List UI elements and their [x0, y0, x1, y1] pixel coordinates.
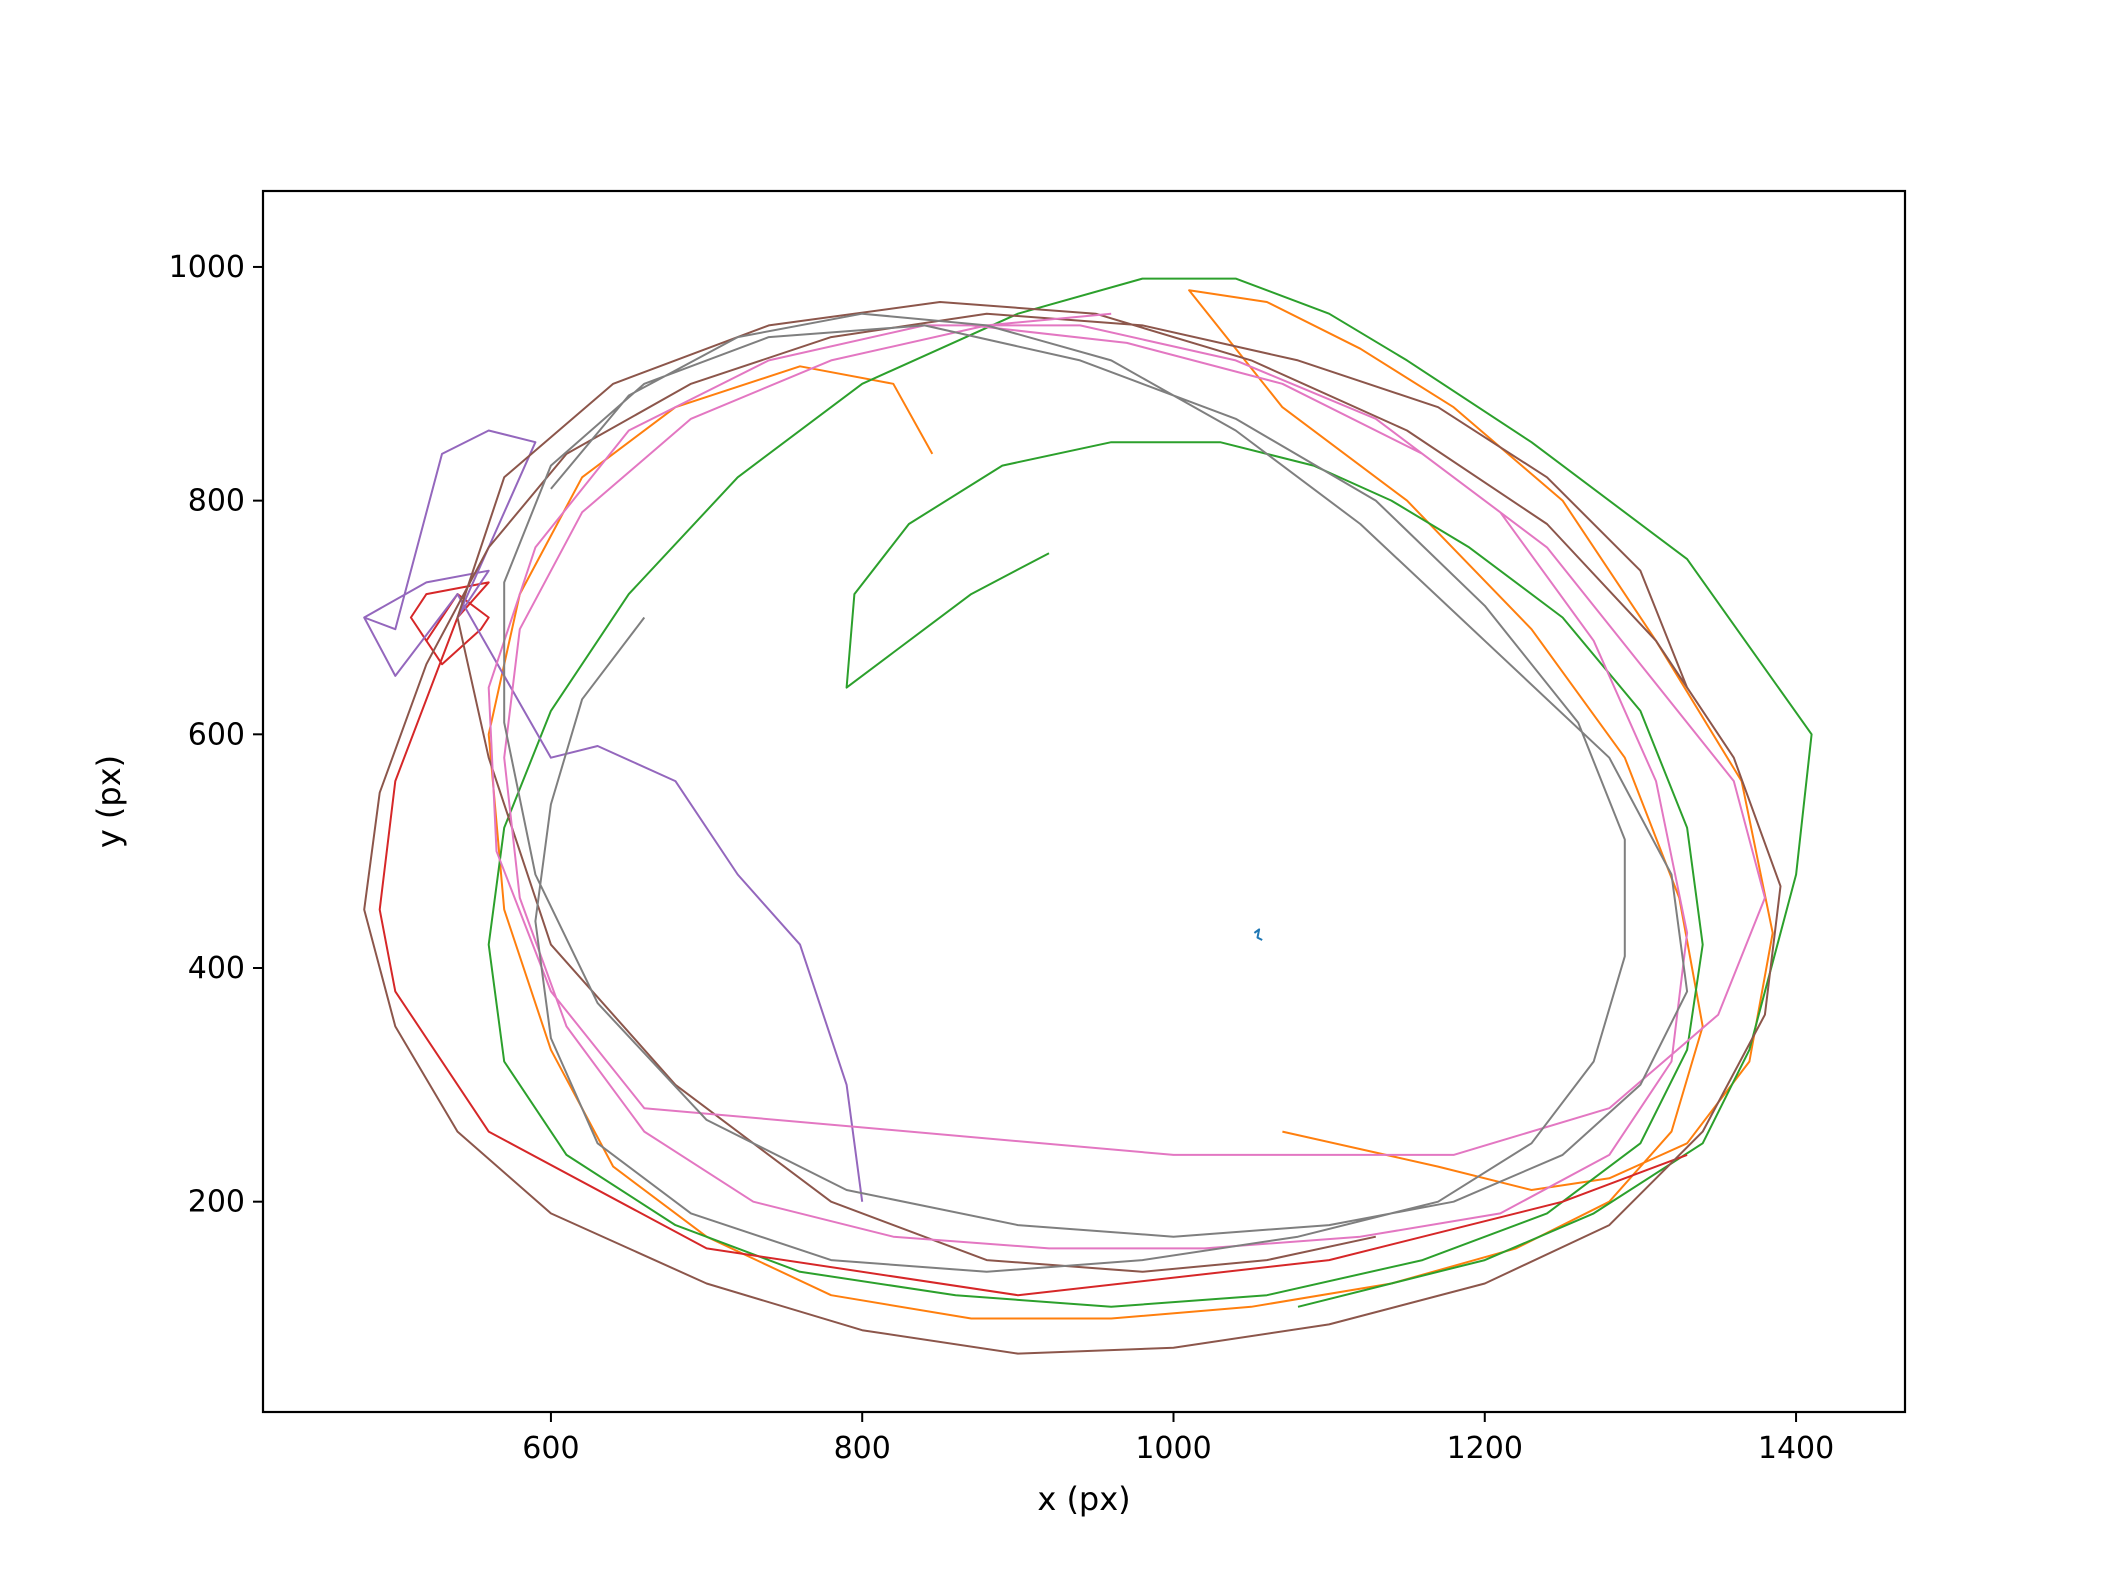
series-line-4	[363, 429, 864, 1202]
series-line-1	[487, 289, 1774, 1320]
series-line-6	[487, 312, 1766, 1250]
series-layer	[363, 277, 1813, 1355]
x-axis-ticks: 600 800 1000 1200 1400	[522, 1412, 1834, 1466]
y-tick-label: 200	[188, 1185, 245, 1220]
x-axis-label: x (px)	[1037, 1480, 1130, 1518]
plot-frame	[261, 189, 1907, 1414]
y-axis-ticks: 200 400 600 800 1000	[169, 250, 263, 1220]
series-line-7	[503, 312, 1689, 1273]
y-tick-label: 800	[188, 484, 245, 519]
x-tick-label: 1000	[1135, 1431, 1211, 1466]
x-tick-label: 800	[834, 1431, 891, 1466]
series-line-5	[363, 301, 1782, 1355]
x-tick-label: 1200	[1447, 1431, 1523, 1466]
y-tick-label: 600	[188, 717, 245, 752]
series-line-0	[1253, 928, 1263, 941]
y-tick-label: 400	[188, 951, 245, 986]
y-tick-label: 1000	[169, 250, 245, 285]
series-line-3	[378, 581, 1688, 1297]
x-tick-label: 600	[522, 1431, 579, 1466]
y-axis-label: y (px)	[90, 755, 128, 848]
series-line-2	[487, 277, 1813, 1308]
x-tick-label: 1400	[1758, 1431, 1834, 1466]
